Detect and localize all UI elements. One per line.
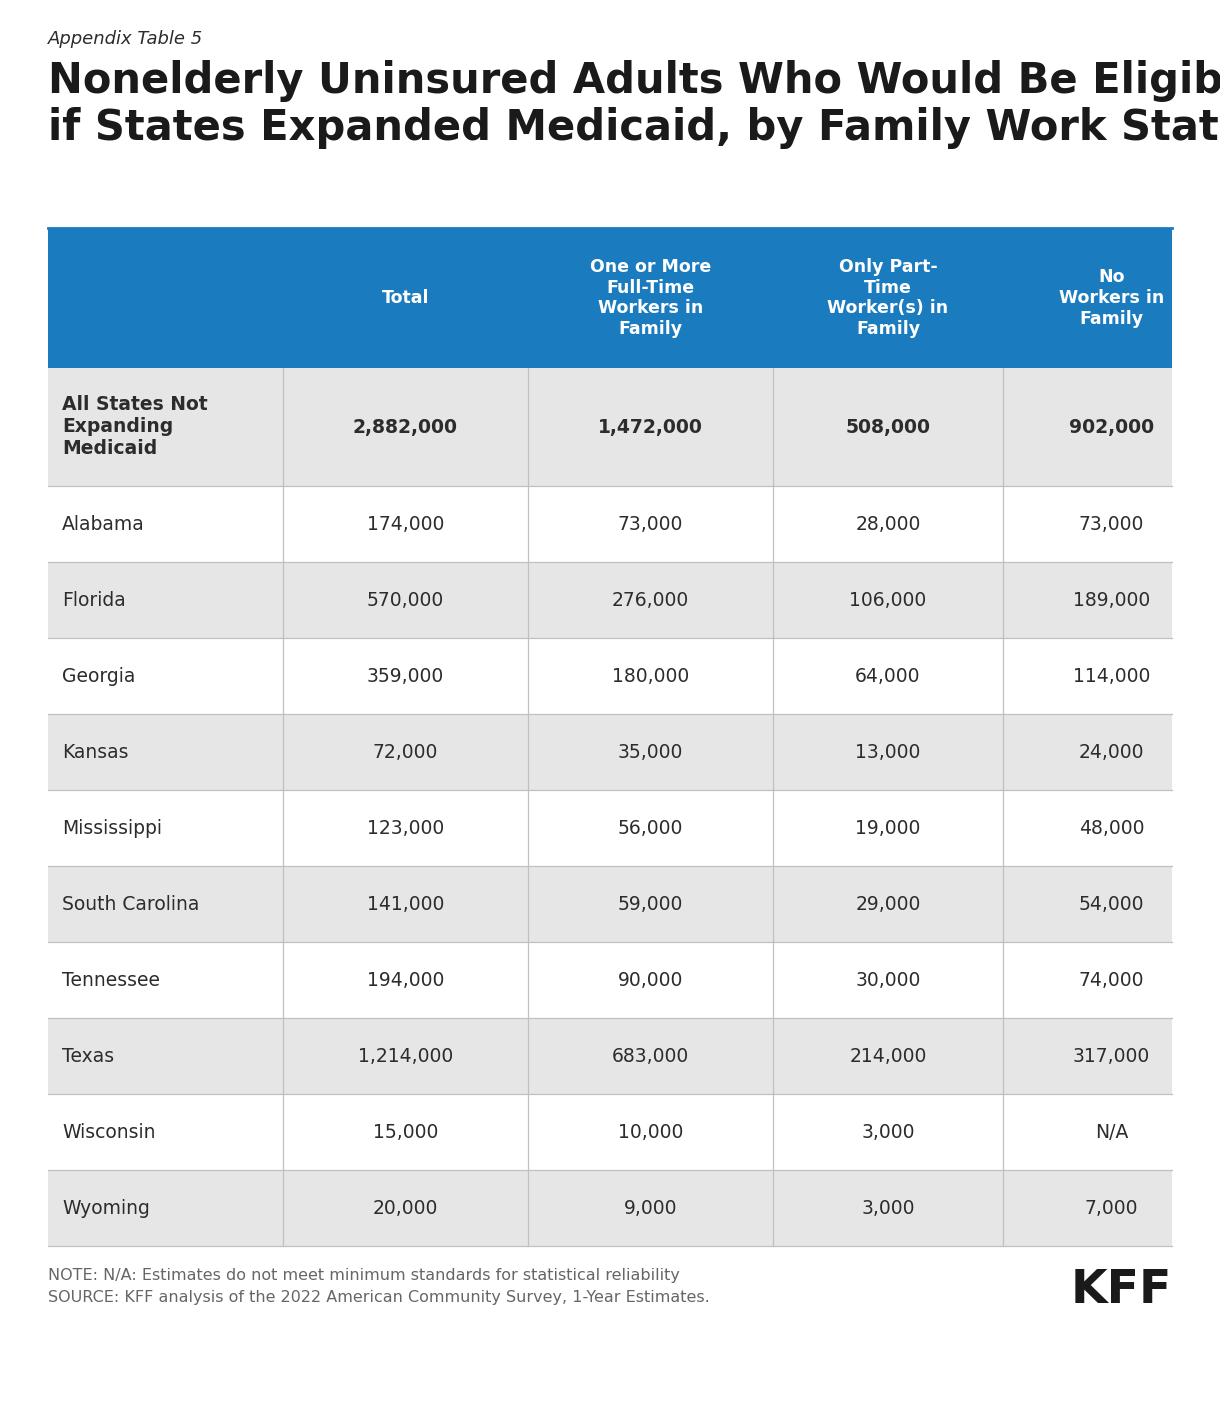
Text: 3,000: 3,000 — [861, 1122, 915, 1141]
Text: NOTE: N/A: Estimates do not meet minimum standards for statistical reliability
S: NOTE: N/A: Estimates do not meet minimum… — [48, 1268, 710, 1305]
Text: 48,000: 48,000 — [1078, 818, 1144, 837]
Text: 2,882,000: 2,882,000 — [353, 417, 458, 437]
Text: Georgia: Georgia — [62, 667, 135, 685]
Text: All States Not
Expanding
Medicaid: All States Not Expanding Medicaid — [62, 396, 207, 458]
Text: Mississippi: Mississippi — [62, 818, 162, 837]
Text: 24,000: 24,000 — [1078, 743, 1144, 761]
Text: 508,000: 508,000 — [845, 417, 931, 437]
Text: 29,000: 29,000 — [855, 894, 921, 914]
Text: Wisconsin: Wisconsin — [62, 1122, 155, 1141]
Text: Alabama: Alabama — [62, 514, 145, 534]
Text: 189,000: 189,000 — [1072, 591, 1150, 610]
Text: Florida: Florida — [62, 591, 126, 610]
Text: 20,000: 20,000 — [373, 1198, 438, 1218]
Text: 570,000: 570,000 — [367, 591, 444, 610]
Text: KFF: KFF — [1071, 1268, 1172, 1312]
Text: Texas: Texas — [62, 1047, 115, 1065]
Text: One or More
Full-Time
Workers in
Family: One or More Full-Time Workers in Family — [590, 258, 711, 338]
Text: 73,000: 73,000 — [617, 514, 683, 534]
Bar — [48, 790, 1172, 865]
Text: Wyoming: Wyoming — [62, 1198, 150, 1218]
Text: Tennessee: Tennessee — [62, 971, 160, 990]
Text: 90,000: 90,000 — [617, 971, 683, 990]
Text: 194,000: 194,000 — [367, 971, 444, 990]
Text: 114,000: 114,000 — [1072, 667, 1150, 685]
Text: 7,000: 7,000 — [1085, 1198, 1138, 1218]
Bar — [48, 563, 1172, 638]
Text: 30,000: 30,000 — [855, 971, 921, 990]
Bar — [48, 942, 1172, 1018]
Text: 10,000: 10,000 — [617, 1122, 683, 1141]
Text: 72,000: 72,000 — [373, 743, 438, 761]
Text: Only Part-
Time
Worker(s) in
Family: Only Part- Time Worker(s) in Family — [827, 258, 949, 338]
Text: 35,000: 35,000 — [617, 743, 683, 761]
Bar — [48, 638, 1172, 714]
Text: 19,000: 19,000 — [855, 818, 921, 837]
Text: South Carolina: South Carolina — [62, 894, 199, 914]
Bar — [48, 228, 1172, 368]
Text: 9,000: 9,000 — [623, 1198, 677, 1218]
Text: 1,472,000: 1,472,000 — [598, 417, 703, 437]
Text: 317,000: 317,000 — [1072, 1047, 1150, 1065]
Text: Appendix Table 5: Appendix Table 5 — [48, 30, 204, 49]
Text: Total: Total — [382, 288, 429, 307]
Bar — [48, 368, 1172, 486]
Text: Nonelderly Uninsured Adults Who Would Be Eligible
if States Expanded Medicaid, b: Nonelderly Uninsured Adults Who Would Be… — [48, 60, 1220, 149]
Text: 902,000: 902,000 — [1069, 417, 1154, 437]
Bar — [48, 865, 1172, 942]
Text: 141,000: 141,000 — [367, 894, 444, 914]
Text: 3,000: 3,000 — [861, 1198, 915, 1218]
Text: 54,000: 54,000 — [1078, 894, 1144, 914]
Text: 73,000: 73,000 — [1078, 514, 1144, 534]
Bar — [48, 1170, 1172, 1247]
Text: 123,000: 123,000 — [367, 818, 444, 837]
Text: 59,000: 59,000 — [617, 894, 683, 914]
Text: 56,000: 56,000 — [617, 818, 683, 837]
Text: 180,000: 180,000 — [612, 667, 689, 685]
Bar — [48, 1018, 1172, 1094]
Text: 214,000: 214,000 — [849, 1047, 927, 1065]
Text: 276,000: 276,000 — [612, 591, 689, 610]
Bar — [48, 714, 1172, 790]
Text: 64,000: 64,000 — [855, 667, 921, 685]
Text: 174,000: 174,000 — [367, 514, 444, 534]
Text: 28,000: 28,000 — [855, 514, 921, 534]
Text: 683,000: 683,000 — [612, 1047, 689, 1065]
Text: 106,000: 106,000 — [849, 591, 927, 610]
Text: 1,214,000: 1,214,000 — [357, 1047, 453, 1065]
Text: 13,000: 13,000 — [855, 743, 921, 761]
Text: Kansas: Kansas — [62, 743, 128, 761]
Text: 15,000: 15,000 — [373, 1122, 438, 1141]
Bar — [48, 1094, 1172, 1170]
Text: 74,000: 74,000 — [1078, 971, 1144, 990]
Text: N/A: N/A — [1094, 1122, 1128, 1141]
Text: No
Workers in
Family: No Workers in Family — [1059, 268, 1164, 328]
Text: 359,000: 359,000 — [367, 667, 444, 685]
Bar — [48, 486, 1172, 563]
